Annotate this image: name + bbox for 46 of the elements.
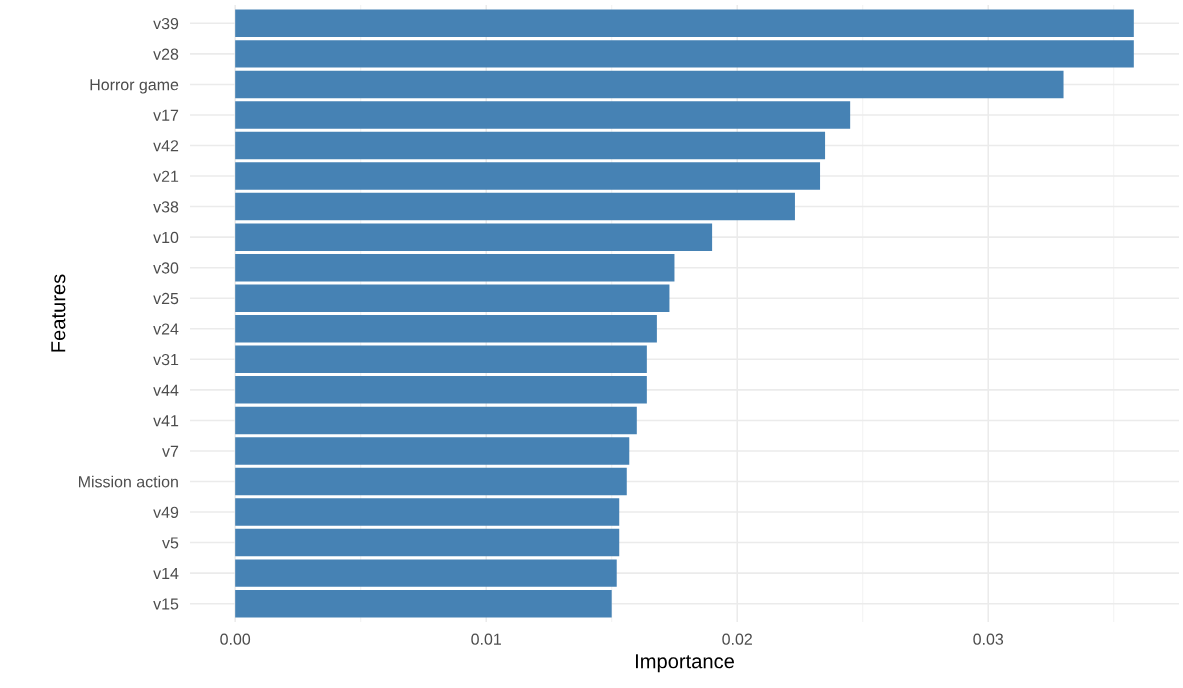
y-tick-label: v21 [153, 170, 179, 182]
bar [235, 498, 620, 526]
y-tick-label: v41 [153, 415, 179, 427]
bar [235, 315, 657, 343]
bar [235, 406, 637, 435]
x-tick-label: 0.03 [973, 633, 1004, 645]
x-tick-label: 0.01 [471, 633, 501, 645]
y-axis-title: Features [51, 274, 66, 352]
bar [235, 131, 826, 160]
bar [235, 223, 713, 251]
x-tick-label: 0.00 [220, 633, 251, 645]
y-tick-label: v17 [153, 109, 179, 121]
y-tick-label: v10 [153, 231, 179, 244]
y-tick-label: v38 [153, 201, 179, 213]
bar [235, 253, 675, 282]
y-tick-label: v5 [162, 537, 179, 549]
y-tick-label: v7 [162, 445, 179, 457]
y-tick-label: v42 [153, 140, 179, 152]
y-tick-label: v30 [153, 262, 179, 274]
x-tick-label: 0.02 [722, 633, 752, 645]
bar [235, 9, 1134, 38]
bar [235, 345, 647, 374]
y-tick-label: Horror game [90, 79, 179, 94]
bar [235, 437, 630, 465]
y-tick-label: v24 [153, 323, 179, 335]
bar [235, 70, 1064, 99]
bar [235, 589, 612, 618]
bar [235, 467, 627, 496]
bar [235, 559, 617, 587]
bar [235, 192, 795, 221]
y-tick-label: v14 [153, 567, 179, 579]
bar [235, 40, 1134, 68]
y-tick-label: v49 [153, 506, 179, 518]
y-tick-label: v39 [153, 17, 179, 30]
bar [235, 284, 670, 312]
y-tick-label: v31 [153, 353, 179, 366]
y-tick-label: v44 [153, 384, 179, 396]
y-tick-label: v15 [153, 598, 179, 610]
bar [235, 101, 851, 129]
bar [235, 162, 821, 190]
bar [235, 376, 647, 404]
y-tick-label: Mission action [79, 475, 178, 488]
y-tick-label: v28 [153, 48, 179, 60]
y-tick-label: v25 [153, 292, 179, 305]
x-axis-title: Importance [635, 654, 734, 673]
bar [235, 528, 620, 557]
